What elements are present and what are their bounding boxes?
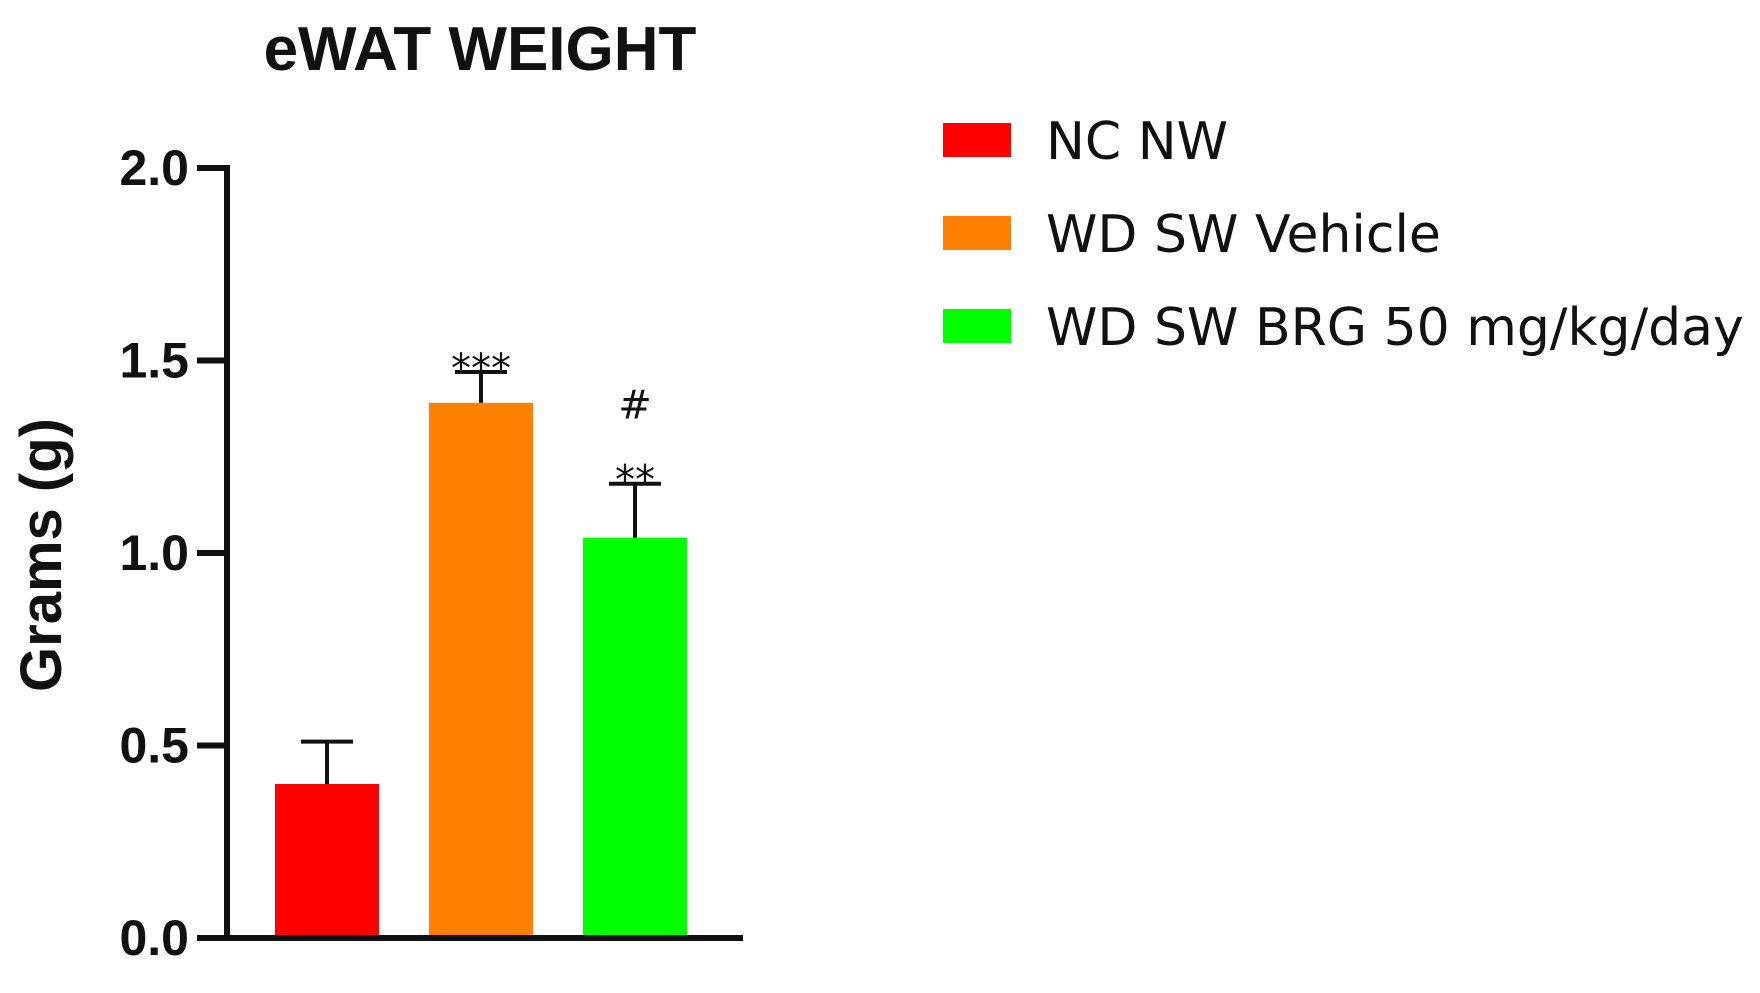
- legend-swatch-2: [943, 216, 1011, 250]
- y-tick-label: 0.5: [119, 718, 189, 774]
- chart-title: eWAT WEIGHT: [264, 15, 697, 84]
- significance-annotation: **: [615, 458, 655, 504]
- legend-label-2: WD SW Vehicle: [1046, 205, 1441, 265]
- legend-swatch-1: [943, 123, 1011, 157]
- significance-annotation: #: [618, 383, 652, 429]
- y-axis-ticks: 0.0 0.5 1.0 1.5 2.0: [119, 140, 227, 966]
- bar-2: [429, 402, 533, 939]
- bar-1: [275, 784, 379, 938]
- y-tick-label: 1.5: [119, 333, 189, 389]
- y-axis-label: Grams (g): [9, 418, 74, 692]
- legend: NC NW WD SW Vehicle WD SW BRG 50 mg/kg/day: [943, 112, 1744, 358]
- legend-swatch-3: [943, 309, 1011, 343]
- legend-label-1: NC NW: [1046, 112, 1228, 172]
- y-tick-label: 2.0: [119, 140, 189, 196]
- significance-annotations: *****#: [451, 346, 655, 504]
- bars-group: [275, 402, 687, 939]
- y-tick-label: 1.0: [119, 525, 189, 581]
- y-tick-label: 0.0: [119, 910, 189, 966]
- error-bars-group: [301, 370, 661, 784]
- significance-annotation: ***: [451, 346, 511, 392]
- bar-3: [583, 537, 687, 938]
- legend-label-3: WD SW BRG 50 mg/kg/day: [1046, 298, 1744, 358]
